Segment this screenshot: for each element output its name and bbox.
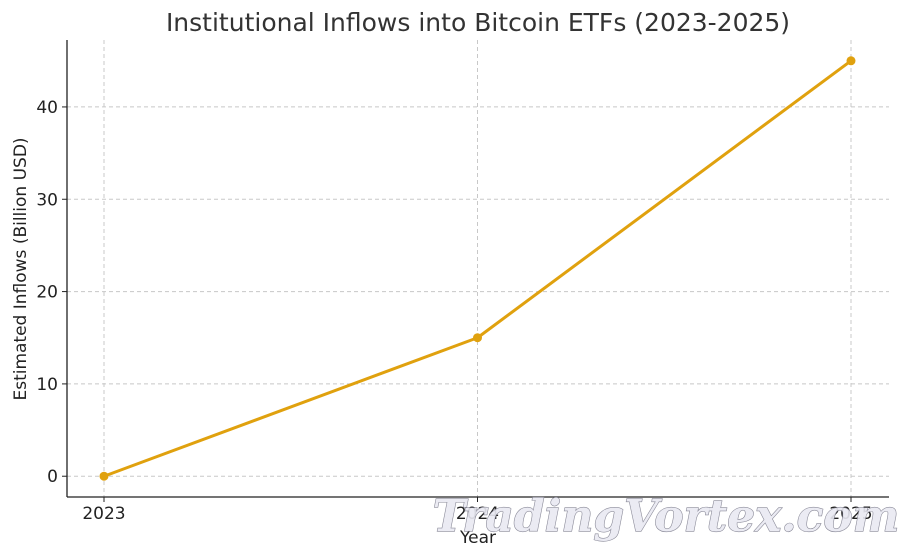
axis-ticks: 0 10 20 30 40 2023 2024 2025: [36, 98, 872, 524]
data-point: [99, 471, 109, 481]
chart-title: Institutional Inflows into Bitcoin ETFs …: [166, 8, 790, 37]
x-tick-label: 2024: [456, 504, 499, 524]
y-tick-label: 0: [47, 467, 58, 487]
y-tick-label: 10: [36, 375, 58, 395]
data-point: [846, 56, 856, 66]
data-point: [473, 333, 482, 343]
watermark-logo: TradingVortex.com: [433, 491, 900, 542]
y-tick-label: 40: [36, 98, 58, 118]
x-tick-label: 2025: [829, 504, 872, 524]
y-axis-label: Estimated Inflows (Billion USD): [11, 137, 31, 400]
y-tick-label: 30: [36, 190, 58, 210]
grid: [67, 40, 889, 497]
data-series: [99, 56, 856, 481]
x-axis-label: Year: [459, 528, 496, 548]
y-tick-label: 20: [36, 283, 58, 303]
x-tick-label: 2023: [82, 504, 125, 524]
